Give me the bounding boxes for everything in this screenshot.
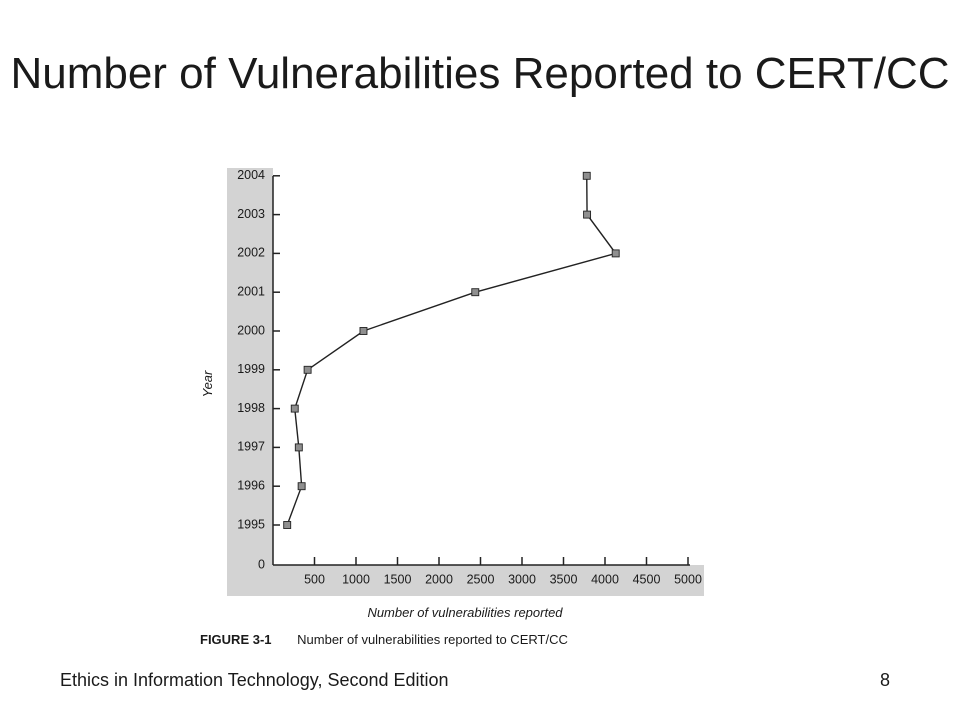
data-point-2000 bbox=[359, 327, 368, 335]
y-tick-label: 2002 bbox=[237, 246, 265, 260]
x-tick-label: 3500 bbox=[550, 572, 578, 586]
y-tick-label: 1996 bbox=[237, 478, 265, 492]
data-point-2004 bbox=[582, 171, 591, 180]
y-axis-ticks: 0 1995 1996 1997 1998 1999 2000 2001 2002 2003 200… bbox=[237, 168, 280, 571]
x-axis-panel bbox=[227, 565, 704, 596]
y-tick-label: 0 bbox=[258, 557, 265, 571]
series-markers bbox=[283, 171, 620, 529]
y-axis-label: Year bbox=[200, 370, 215, 397]
x-tick-label: 5000 bbox=[674, 572, 702, 586]
x-tick-label: 4500 bbox=[633, 572, 661, 586]
series-line bbox=[286, 175, 617, 526]
x-axis-ticks: 500 1000 1500 2000 2500 3000 3500 4000 4500 5000 bbox=[304, 557, 702, 586]
x-tick-label: 500 bbox=[304, 572, 325, 586]
data-point-1996 bbox=[297, 482, 306, 491]
y-tick-label: 2004 bbox=[237, 168, 265, 182]
y-tick-label: 2003 bbox=[237, 207, 265, 221]
x-tick-label: 2500 bbox=[467, 572, 495, 586]
y-tick-label: 1997 bbox=[237, 440, 265, 454]
slide-title: Number of Vulnerabilities Reported to CE… bbox=[10, 49, 950, 98]
data-point-2001 bbox=[471, 288, 480, 297]
data-point-1995 bbox=[283, 521, 292, 529]
data-point-2002 bbox=[611, 249, 620, 258]
y-tick-label: 2001 bbox=[237, 284, 265, 298]
page-number: 8 bbox=[879, 670, 890, 690]
data-point-1998 bbox=[290, 404, 299, 413]
y-tick-label: 2000 bbox=[237, 323, 265, 337]
x-tick-label: 3000 bbox=[508, 572, 536, 586]
y-tick-label: 1995 bbox=[237, 517, 265, 531]
x-tick-label: 4000 bbox=[591, 572, 619, 586]
y-axis-panel bbox=[227, 168, 273, 596]
x-tick-label: 1000 bbox=[342, 572, 370, 586]
x-tick-label: 2000 bbox=[425, 572, 453, 586]
y-tick-label: 1999 bbox=[237, 362, 265, 376]
figure-number: FIGURE 3-1 bbox=[200, 632, 272, 647]
x-tick-label: 1500 bbox=[384, 572, 412, 586]
data-point-1997 bbox=[294, 443, 303, 452]
data-point-1999 bbox=[303, 365, 312, 374]
footer-book-title: Ethics in Information Technology, Second… bbox=[60, 670, 449, 690]
x-axis-label: Number of vulnerabilities reported bbox=[367, 605, 563, 620]
data-point-2003 bbox=[583, 210, 592, 219]
figure-caption-text: Number of vulnerabilities reported to CE… bbox=[297, 632, 568, 647]
figure-caption: FIGURE 3-1 Number of vulnerabilities rep… bbox=[200, 632, 568, 647]
y-tick-label: 1998 bbox=[237, 401, 265, 415]
